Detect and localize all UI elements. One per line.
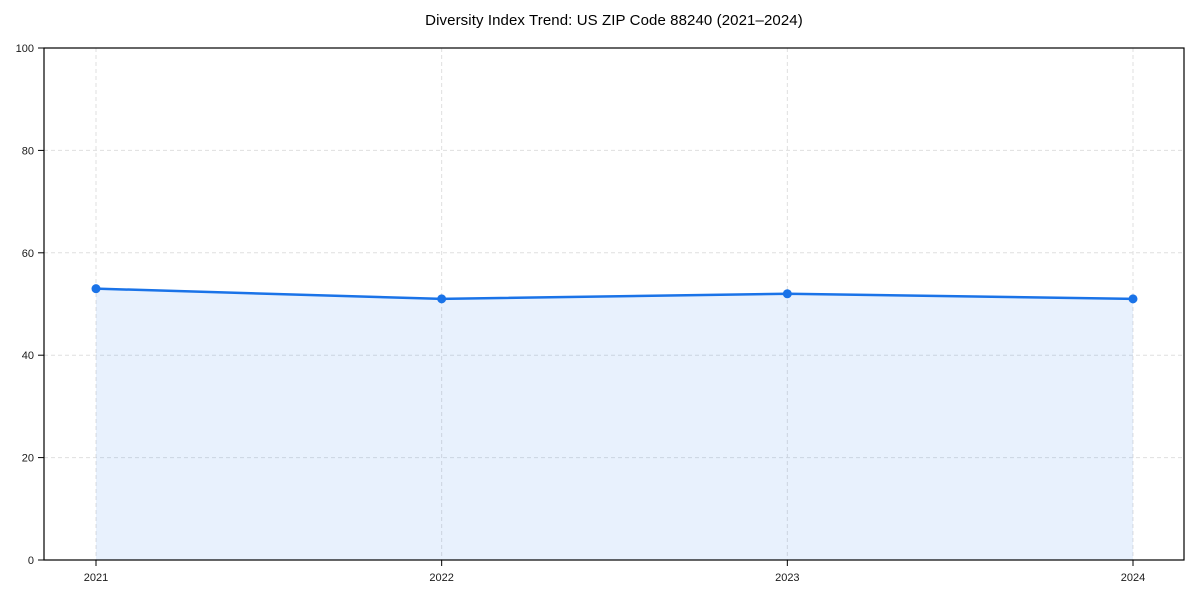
y-tick-label: 80 [22, 145, 34, 157]
chart-title: Diversity Index Trend: US ZIP Code 88240… [425, 12, 803, 29]
y-tick-label: 20 [22, 453, 34, 465]
area-fill [96, 288, 1133, 560]
x-tick-label: 2021 [84, 572, 108, 584]
x-tick-label: 2024 [1121, 572, 1145, 584]
data-point [91, 284, 101, 294]
y-tick-label: 100 [16, 43, 34, 55]
x-tick-label: 2023 [775, 572, 799, 584]
y-tick-label: 60 [22, 248, 34, 260]
trend-line [94, 287, 1135, 301]
data-point [782, 289, 792, 299]
y-tick-label: 0 [28, 555, 34, 567]
data-point [1128, 294, 1138, 304]
plot-border [43, 47, 1185, 561]
x-tick-label: 2022 [429, 572, 453, 584]
y-tick-label: 40 [22, 350, 34, 362]
data-point [437, 294, 447, 304]
